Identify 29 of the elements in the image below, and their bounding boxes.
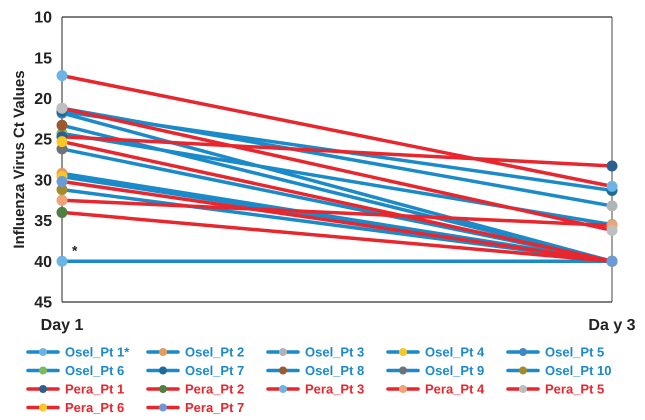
legend-label: Pera_Pt 2 xyxy=(185,382,244,397)
legend-label: Pera_Pt 6 xyxy=(65,400,124,416)
legend-label: Pera_Pt 3 xyxy=(305,382,364,397)
legend-label: Osel_Pt 9 xyxy=(425,363,484,378)
legend-label: Osel_Pt 4 xyxy=(425,344,486,360)
legend-label: Osel_Pt 6 xyxy=(65,363,124,378)
legend-label: Osel_Pt 7 xyxy=(185,363,244,378)
legend-label: Osel_Pt 3 xyxy=(305,344,364,360)
y-tick-label: 15 xyxy=(34,50,52,68)
x-tick-label: Day 1 xyxy=(40,317,84,334)
y-tick-label: 45 xyxy=(34,294,52,312)
legend-label: Pera_Pt 5 xyxy=(545,382,604,397)
legend-label: Osel_Pt 1* xyxy=(65,344,130,360)
legend-label: Pera_Pt 4 xyxy=(425,382,486,397)
y-axis-title: Influenza Virus Ct Values xyxy=(11,70,28,249)
y-tick-label: 25 xyxy=(34,132,52,149)
y-tick-label: 40 xyxy=(34,254,52,271)
y-tick-label: 30 xyxy=(34,172,52,190)
legend-label: Pera_Pt 7 xyxy=(185,400,244,416)
y-tick-label: 35 xyxy=(34,213,52,230)
annotation: * xyxy=(72,242,78,258)
y-tick-label: 10 xyxy=(34,10,52,27)
legend-label: Osel_Pt 10 xyxy=(545,363,612,378)
legend-label: Osel_Pt 5 xyxy=(545,344,604,360)
legend-label: Osel_Pt 2 xyxy=(185,344,244,360)
y-tick-label: 20 xyxy=(34,91,52,108)
legend-label: Pera_Pt 1 xyxy=(65,382,124,397)
x-tick-label: Da y 3 xyxy=(588,317,636,334)
legend-label: Osel_Pt 8 xyxy=(305,363,364,378)
